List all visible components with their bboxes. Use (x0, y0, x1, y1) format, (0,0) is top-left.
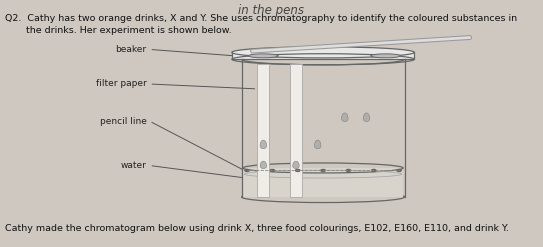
Ellipse shape (232, 47, 414, 58)
Text: Q2.  Cathy has two orange drinks, X and Y. She uses chromatography to identify t: Q2. Cathy has two orange drinks, X and Y… (5, 14, 517, 35)
Ellipse shape (248, 54, 278, 58)
Polygon shape (363, 113, 370, 122)
Polygon shape (260, 140, 267, 149)
Polygon shape (257, 64, 269, 197)
Circle shape (321, 169, 325, 171)
Polygon shape (243, 168, 403, 197)
Circle shape (397, 169, 401, 171)
Circle shape (346, 169, 351, 171)
Text: beaker: beaker (116, 45, 147, 54)
Circle shape (270, 169, 275, 171)
Text: filter paper: filter paper (96, 80, 147, 88)
Text: water: water (121, 161, 147, 170)
Text: Cathy made the chromatogram below using drink X, three food colourings, E102, E1: Cathy made the chromatogram below using … (5, 225, 509, 233)
Polygon shape (232, 52, 414, 59)
Circle shape (371, 169, 376, 171)
Text: pencil line: pencil line (100, 117, 147, 125)
Ellipse shape (370, 54, 401, 58)
Polygon shape (290, 64, 302, 197)
Polygon shape (293, 161, 299, 168)
Text: in the pens: in the pens (238, 4, 305, 17)
Polygon shape (260, 161, 267, 168)
Circle shape (295, 169, 300, 171)
Polygon shape (314, 140, 321, 149)
Polygon shape (342, 113, 348, 122)
Circle shape (245, 169, 249, 171)
